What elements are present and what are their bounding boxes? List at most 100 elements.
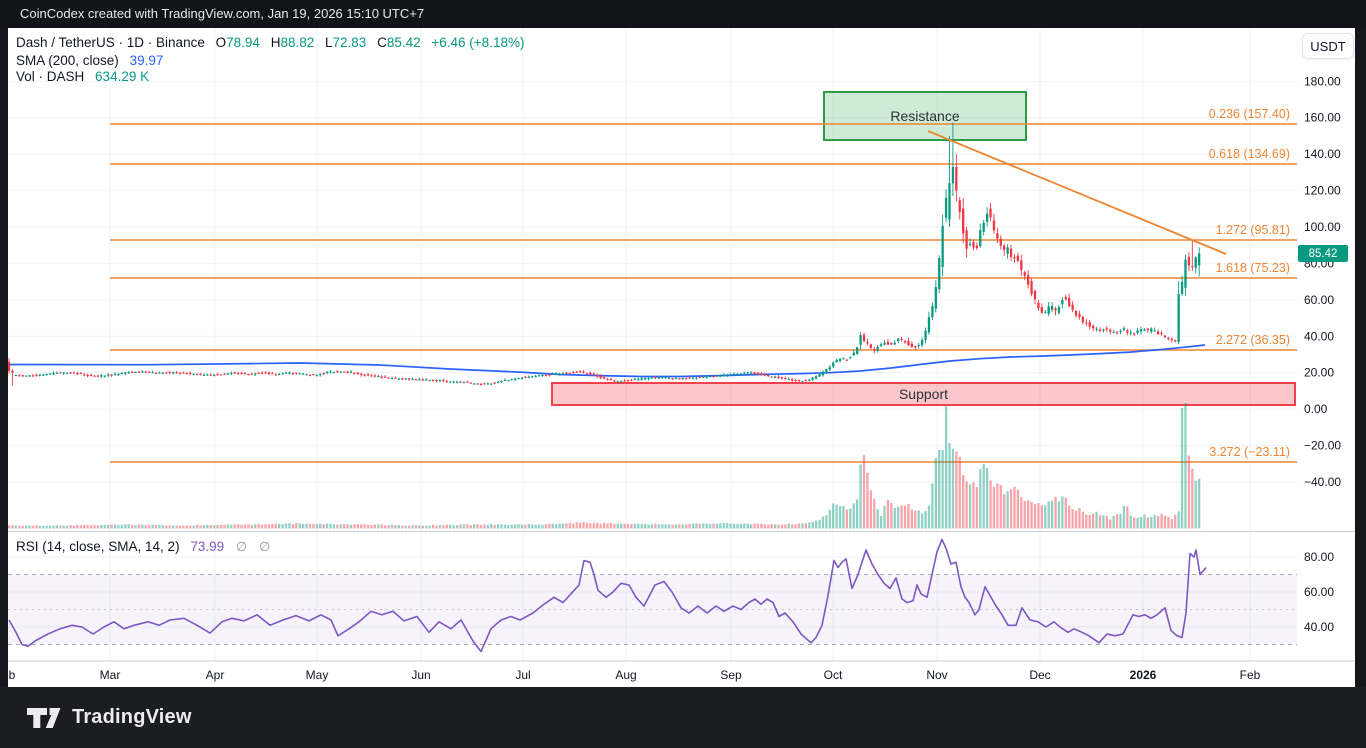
rsi-line	[8, 538, 1207, 653]
change-value: +6.46 (+8.18%)	[431, 35, 525, 50]
candle-body	[948, 183, 951, 220]
candle-body	[1187, 256, 1191, 266]
candle-body	[657, 377, 660, 379]
volume-bar	[223, 524, 226, 529]
volume-bar	[291, 524, 295, 529]
volume-bar	[1023, 500, 1026, 529]
volume-bar	[65, 525, 69, 529]
candle-body	[602, 377, 606, 379]
tradingview-brand-text[interactable]: TradingView	[72, 706, 192, 728]
candle-body	[411, 378, 414, 380]
candle-body	[243, 373, 247, 375]
volume-bar	[845, 509, 849, 529]
volume-bar	[110, 524, 113, 529]
candle-body	[284, 372, 288, 374]
candle-body	[596, 374, 599, 377]
candle-body	[24, 375, 28, 377]
volume-bar	[931, 483, 934, 529]
low-value: 72.83	[332, 35, 367, 50]
candle-body	[1194, 257, 1197, 268]
rsi-legend[interactable]: RSI (14, close, SMA, 14, 2) 73.99 ∅ ∅	[16, 539, 270, 555]
volume-bar	[1105, 516, 1108, 529]
volume-bar	[1071, 509, 1074, 529]
symbol-title[interactable]: Dash / TetherUS · 1D · Binance	[16, 35, 205, 50]
volume-bar	[298, 523, 301, 529]
candle-body	[377, 375, 380, 378]
volume-bar	[965, 481, 968, 529]
volume-bar	[585, 522, 589, 529]
volume-bar	[561, 523, 565, 529]
volume-bar	[390, 524, 394, 529]
candle-body	[548, 374, 551, 376]
candle-body	[390, 377, 394, 379]
volume-bar	[1194, 480, 1197, 529]
candle-body	[678, 378, 681, 380]
rsi-hidden-value-icon: ∅	[235, 539, 248, 554]
volume-bar	[722, 523, 725, 529]
candle-body	[514, 378, 517, 380]
candle-body	[1156, 331, 1160, 335]
tradingview-logo-icon[interactable]	[26, 706, 62, 730]
volume-bar	[308, 523, 312, 529]
candle-body	[897, 338, 900, 342]
volume-bar	[247, 524, 250, 529]
volume-bar	[93, 524, 96, 529]
volume-bar	[264, 524, 267, 529]
volume-bar	[1133, 517, 1136, 529]
candle-body	[319, 374, 322, 376]
volume-bar	[1044, 505, 1047, 529]
currency-toggle-button[interactable]: USDT	[1302, 33, 1354, 59]
volume-bar	[756, 523, 760, 529]
candle-body	[373, 375, 377, 377]
candle-body	[1044, 311, 1047, 313]
candle-body	[558, 374, 561, 376]
volume-bar	[879, 515, 883, 529]
volume-bar	[712, 523, 715, 529]
volume-bar	[295, 523, 298, 529]
volume-bar	[708, 523, 712, 529]
volume-bar	[623, 523, 626, 529]
candle-body	[1180, 281, 1184, 294]
candle-body	[715, 375, 719, 377]
volume-bar	[178, 525, 182, 529]
volume-bar	[336, 524, 339, 529]
candle-body	[862, 334, 866, 342]
volume-bar	[1167, 516, 1170, 529]
candle-body	[52, 373, 55, 375]
volume-bar	[832, 503, 835, 529]
sma-legend[interactable]: SMA (200, close) 39.97	[16, 53, 163, 68]
candle-body	[271, 373, 274, 375]
candle-body	[308, 374, 312, 376]
candle-body	[1143, 329, 1146, 331]
volume-bar	[1057, 501, 1061, 529]
candle-body	[582, 371, 585, 373]
volume-bar	[903, 505, 907, 529]
candle-body	[685, 378, 688, 380]
volume-bar	[1102, 515, 1105, 529]
volume-bar	[715, 523, 719, 529]
volume-bar	[462, 524, 466, 529]
volume-bar	[411, 525, 414, 529]
volume-bar	[216, 524, 219, 529]
candle-body	[387, 377, 390, 379]
candle-body	[55, 372, 59, 374]
candle-body	[14, 374, 17, 377]
volume-bar	[592, 523, 595, 529]
volume-bar	[45, 525, 48, 529]
candle-body	[650, 377, 654, 379]
volume-bar	[185, 525, 188, 529]
candle-body	[999, 238, 1002, 246]
volume-bar	[209, 525, 212, 529]
volume-bar	[948, 443, 951, 529]
volume-bar	[472, 524, 476, 529]
volume-bar	[117, 524, 120, 529]
candle-body	[941, 225, 944, 267]
symbol-legend[interactable]: Dash / TetherUS · 1D · Binance O78.94 H8…	[16, 35, 524, 50]
candle-body	[496, 381, 500, 383]
candle-body	[490, 383, 493, 385]
volume-legend[interactable]: Vol · DASH 634.29 K	[16, 69, 149, 84]
volume-bar	[1078, 507, 1081, 529]
candle-body	[476, 383, 479, 385]
candle-body	[483, 383, 486, 385]
price-tick-label: 20.00	[1304, 366, 1334, 380]
